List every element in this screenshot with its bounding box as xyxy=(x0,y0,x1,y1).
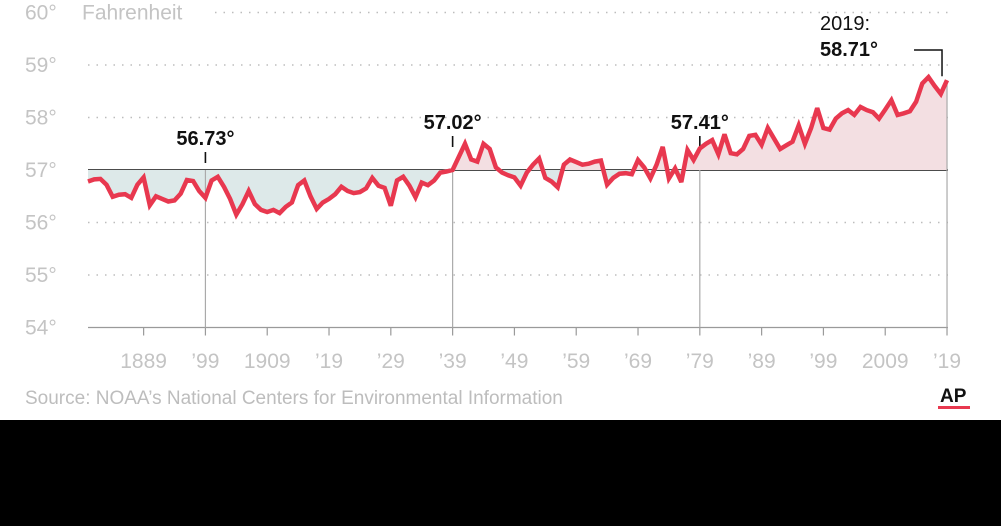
x-tick-label: ’39 xyxy=(439,350,467,373)
unit-label: Fahrenheit xyxy=(82,2,183,25)
area-above-baseline xyxy=(88,77,948,170)
annotation-value: 58.71° xyxy=(820,39,878,61)
annotation-year: 2019: xyxy=(820,13,870,35)
x-tick-label: ’89 xyxy=(748,350,776,373)
x-tick-label: 2009 xyxy=(862,350,909,373)
x-tick-label: ’79 xyxy=(686,350,714,373)
annotation-value: 57.02° xyxy=(424,112,482,134)
x-tick-label: ’99 xyxy=(191,350,219,373)
x-tick-label: ’19 xyxy=(315,350,343,373)
y-tick-label: 59° xyxy=(25,54,57,77)
series-layer xyxy=(87,73,950,220)
chart-panel: 54° 55° 56° 57° 58° 59° 60° Fahrenheit 1889 ’99 19… xyxy=(0,0,1001,420)
y-tick-label: 58° xyxy=(25,107,57,130)
temperature-chart: 54° 55° 56° 57° 58° 59° 60° Fahrenheit 1889 ’99 19… xyxy=(25,2,970,409)
x-tick-label: ’69 xyxy=(624,350,652,373)
y-tick-label: 54° xyxy=(25,317,57,340)
x-tick-label: 1909 xyxy=(244,350,291,373)
x-tick-label: ’99 xyxy=(809,350,837,373)
annotation-value: 57.41° xyxy=(671,112,729,134)
ap-logo-text: AP xyxy=(940,386,967,407)
x-tick-label: ’49 xyxy=(500,350,528,373)
labels-layer: 54° 55° 56° 57° 58° 59° 60° Fahrenheit 1889 ’99 19… xyxy=(25,2,961,374)
x-tick-label: ’19 xyxy=(933,350,961,373)
black-band xyxy=(0,420,1001,526)
y-tick-label: 57° xyxy=(25,159,57,182)
x-tick-label: 1889 xyxy=(120,350,167,373)
y-tick-label: 60° xyxy=(25,2,57,25)
x-tick-label: ’29 xyxy=(377,350,405,373)
source-note: Source: NOAA’s National Centers for Envi… xyxy=(25,388,563,409)
ap-logo: AP xyxy=(938,386,970,409)
temperature-line xyxy=(87,73,950,220)
y-tick-label: 56° xyxy=(25,212,57,235)
annotation-value: 56.73° xyxy=(176,128,234,150)
annotation-lines xyxy=(204,49,948,328)
ap-logo-underline xyxy=(938,406,970,409)
y-tick-label: 55° xyxy=(25,264,57,287)
x-tick-label: ’59 xyxy=(562,350,590,373)
annotation-leader xyxy=(914,49,943,77)
